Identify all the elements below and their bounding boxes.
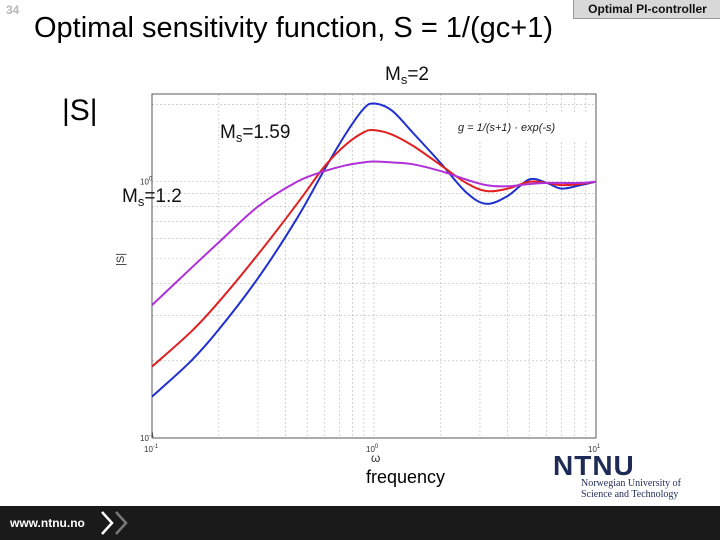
chevron-right-icon [101, 511, 128, 535]
inset-formula-text: g = 1/(s+1) · exp(-s) [458, 122, 556, 134]
series-line-ms-1-2 [152, 160, 596, 306]
logo-text-line1: Norwegian University of [581, 478, 681, 489]
annotation-ms-2: Ms=2 [385, 64, 429, 87]
section-tag: Optimal PI-controller [573, 0, 720, 19]
big-y-label: |S| [62, 94, 98, 127]
logo-text-line2: Science and Technology [581, 489, 679, 500]
x-tick-label: 10-1 [144, 444, 159, 454]
slide-title: Optimal sensitivity function, S = 1/(gc+… [34, 12, 553, 44]
x-tick-label: 101 [588, 444, 601, 454]
x-tick-label: 100 [366, 444, 379, 454]
footer-url[interactable]: www.ntnu.no [10, 516, 85, 530]
plot-frame [151, 93, 597, 439]
y-tick-label: 10-1 [140, 433, 155, 443]
footer-bar [0, 506, 720, 540]
annotation-ms-1-2: Ms=1.2 [122, 186, 182, 209]
annotation-ms-1-59: Ms=1.59 [220, 122, 291, 145]
slide-number: 34 [6, 3, 20, 17]
x-axis-label: ω [371, 451, 380, 465]
y-tick-label: 100 [140, 177, 153, 187]
big-x-label: frequency [366, 467, 446, 487]
inset-formula: g = 1/(s+1) · exp(-s) [452, 113, 592, 141]
ntnu-logo: NTNU [553, 450, 635, 481]
y-axis-label: |S| [115, 253, 127, 266]
